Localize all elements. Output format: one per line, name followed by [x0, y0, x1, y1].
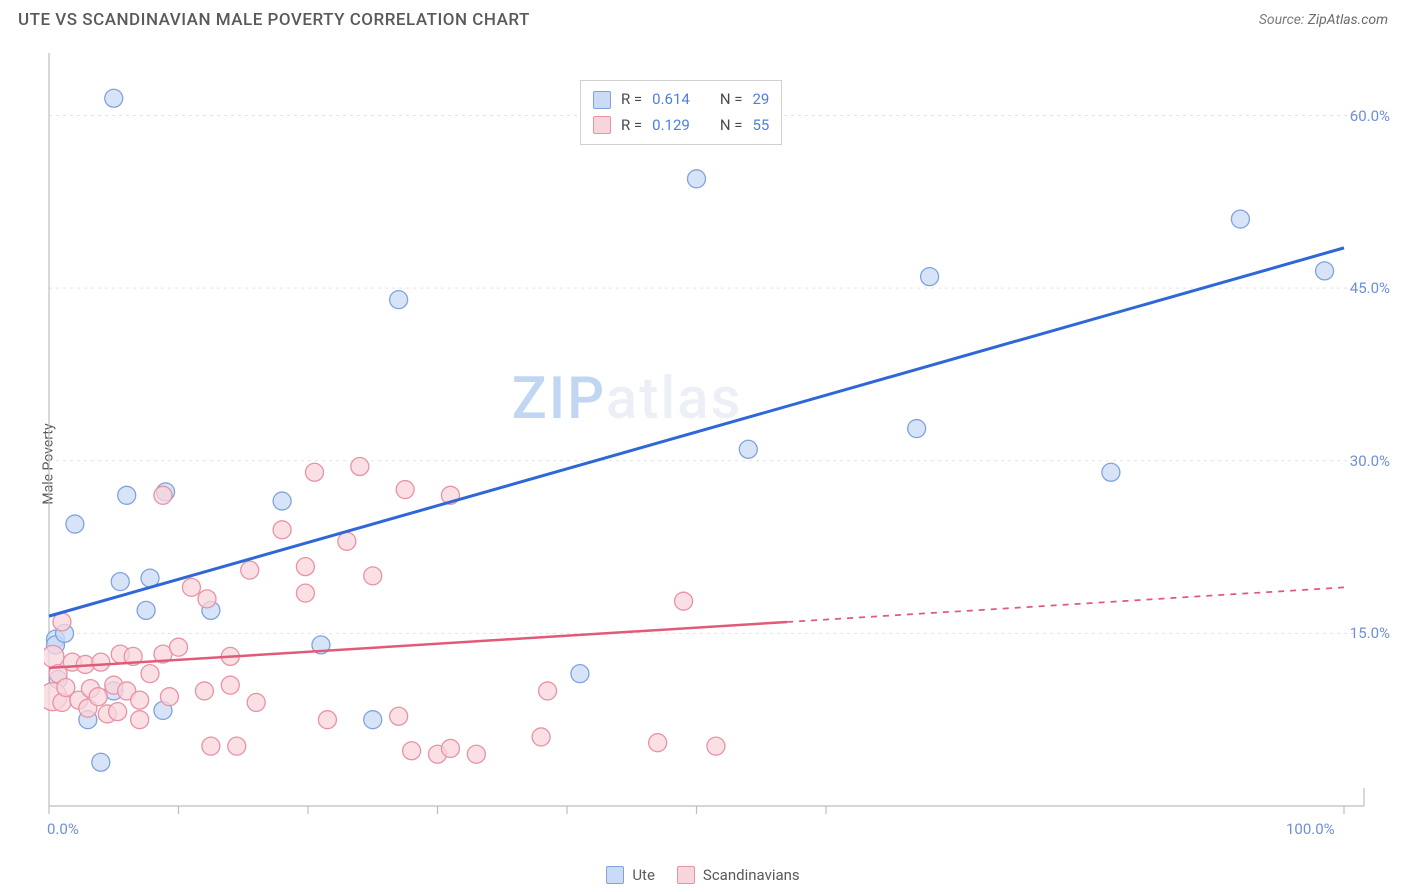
legend-item-ute: Ute: [606, 866, 655, 884]
ute-point: [66, 515, 84, 533]
scandinavian-point: [44, 645, 64, 667]
ute-point: [921, 268, 939, 286]
scand-swatch-icon: [677, 866, 695, 884]
legend-n-label: N =: [720, 113, 743, 139]
scandinavian-point: [221, 676, 239, 694]
scandinavian-point: [364, 567, 382, 585]
scandinavian-trendline-extrapolated: [787, 587, 1344, 622]
scandinavian-point: [296, 584, 314, 602]
ute-swatch-icon: [593, 91, 611, 109]
source-label: Source:: [1259, 12, 1308, 28]
ute-point: [688, 170, 706, 188]
ute-point: [1102, 463, 1120, 481]
ute-point: [364, 711, 382, 729]
scandinavian-point: [228, 737, 246, 755]
legend-n-value: 55: [752, 113, 769, 139]
scandinavian-point: [241, 561, 259, 579]
scandinavian-point: [92, 653, 110, 671]
y-tick-label: 30.0%: [1350, 452, 1390, 470]
scandinavian-point: [202, 737, 220, 755]
x-tick-label: 100.0%: [1286, 820, 1335, 838]
scandinavian-point: [131, 711, 149, 729]
legend-row-ute: R = 0.614 N = 29: [593, 87, 769, 113]
correlation-legend: R = 0.614 N = 29 R = 0.129 N = 55: [580, 80, 782, 145]
scatter-plot: [44, 46, 1384, 836]
scandinavian-point: [351, 458, 369, 476]
scandinavian-trendline: [49, 622, 787, 668]
ute-point: [105, 89, 123, 107]
scandinavian-point: [160, 688, 178, 706]
scandinavian-point: [318, 711, 336, 729]
scandinavian-point: [247, 693, 265, 711]
scandinavian-point: [707, 737, 725, 755]
ute-point: [739, 440, 757, 458]
legend-label: Ute: [632, 866, 655, 884]
scandinavian-point: [649, 734, 667, 752]
ute-point: [118, 486, 136, 504]
legend-r-value: 0.129: [652, 113, 690, 139]
scandinavian-point: [675, 592, 693, 610]
source-link[interactable]: ZipAtlas.com: [1308, 12, 1388, 28]
y-tick-label: 45.0%: [1350, 279, 1390, 297]
scandinavian-point: [195, 682, 213, 700]
legend-n-value: 29: [752, 87, 769, 113]
scandinavian-point: [170, 638, 188, 656]
legend-r-label: R =: [621, 87, 642, 113]
scandinavian-point: [182, 578, 200, 596]
ute-point: [92, 753, 110, 771]
scandinavian-point: [296, 558, 314, 576]
scandinavian-point: [396, 481, 414, 499]
legend-n-label: N =: [720, 87, 743, 113]
scandinavian-point: [273, 521, 291, 539]
scandinavian-point: [532, 728, 550, 746]
ute-point: [1316, 262, 1334, 280]
ute-swatch-icon: [606, 866, 624, 884]
scandinavian-point: [305, 463, 323, 481]
scandinavian-point: [539, 682, 557, 700]
ute-point: [571, 665, 589, 683]
ute-point: [111, 573, 129, 591]
ute-trendline: [49, 248, 1344, 616]
chart-area: Male Poverty ZIPatlas 15.0%30.0%45.0%60.…: [0, 36, 1406, 892]
scandinavian-point: [131, 691, 149, 709]
source-attribution: Source: ZipAtlas.com: [1259, 12, 1388, 28]
scandinavian-point: [89, 688, 107, 706]
scandinavian-point: [141, 665, 159, 683]
ute-point: [390, 291, 408, 309]
chart-title: UTE VS SCANDINAVIAN MALE POVERTY CORRELA…: [18, 10, 530, 30]
chart-header: UTE VS SCANDINAVIAN MALE POVERTY CORRELA…: [0, 0, 1406, 36]
scandinavian-point: [390, 707, 408, 725]
scandinavian-point: [467, 745, 485, 763]
scandinavian-point: [198, 590, 216, 608]
legend-item-scand: Scandinavians: [677, 866, 800, 884]
legend-r-value: 0.614: [652, 87, 690, 113]
x-tick-label: 0.0%: [47, 820, 79, 838]
scandinavian-point: [154, 486, 172, 504]
ute-point: [1231, 210, 1249, 228]
scandinavian-point: [441, 739, 459, 757]
ute-point: [137, 601, 155, 619]
scandinavian-point: [109, 703, 127, 721]
scandinavian-point: [403, 742, 421, 760]
series-legend: Ute Scandinavians: [0, 866, 1406, 884]
ute-point: [273, 492, 291, 510]
y-tick-label: 60.0%: [1350, 107, 1390, 125]
scandinavian-point: [338, 532, 356, 550]
legend-r-label: R =: [621, 113, 642, 139]
legend-row-scand: R = 0.129 N = 55: [593, 113, 769, 139]
y-tick-label: 15.0%: [1350, 624, 1390, 642]
ute-point: [908, 420, 926, 438]
scand-swatch-icon: [593, 116, 611, 134]
legend-label: Scandinavians: [703, 866, 800, 884]
